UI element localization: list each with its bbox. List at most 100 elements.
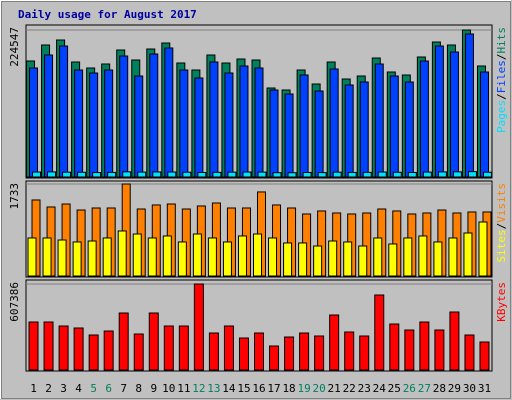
bar	[209, 61, 219, 178]
x-tick-label: 17	[267, 382, 280, 395]
x-tick-label: 11	[177, 382, 190, 395]
x-tick-label: 2	[45, 382, 52, 395]
bar	[419, 321, 430, 371]
bar	[177, 241, 187, 277]
bar	[167, 171, 177, 178]
bar	[88, 334, 99, 371]
bar	[72, 241, 82, 277]
bar	[284, 93, 294, 178]
bar	[242, 171, 252, 178]
bar	[197, 171, 207, 178]
bar	[359, 335, 370, 371]
bar	[407, 171, 417, 178]
bar	[463, 232, 473, 277]
y-tick-label: 224547	[8, 27, 21, 67]
bar	[467, 171, 477, 178]
bar	[269, 89, 279, 178]
bar	[388, 243, 398, 277]
bar	[57, 239, 67, 277]
x-tick-label: 24	[373, 382, 387, 395]
bar	[163, 325, 174, 371]
bar	[212, 171, 222, 178]
bar	[207, 237, 217, 277]
x-tick-label: 7	[120, 382, 127, 395]
legend-entry: KBytes	[495, 282, 508, 322]
legend-entry: Files	[495, 60, 508, 93]
bar	[317, 172, 327, 178]
x-tick-label: 8	[135, 382, 142, 395]
bar	[302, 171, 312, 178]
x-tick-label: 28	[433, 382, 446, 395]
bar	[164, 47, 174, 178]
bar	[227, 171, 237, 178]
bar	[283, 242, 293, 277]
bar	[103, 330, 114, 371]
bar	[433, 241, 443, 277]
x-tick-label: 25	[388, 382, 401, 395]
bar	[122, 171, 132, 178]
x-tick-label: 4	[75, 382, 82, 395]
bar	[132, 233, 142, 277]
bar	[478, 221, 488, 277]
x-tick-label: 16	[252, 382, 265, 395]
bar	[284, 336, 295, 371]
bar	[464, 33, 474, 178]
x-tick-label: 3	[60, 382, 67, 395]
bar	[43, 321, 54, 371]
bar	[358, 245, 368, 277]
bar	[87, 240, 97, 277]
bar	[344, 331, 355, 371]
x-tick-label: 10	[162, 382, 175, 395]
chart-title: Daily usage for August 2017	[18, 8, 197, 21]
x-tick-label: 12	[192, 382, 205, 395]
bar	[117, 230, 127, 277]
x-tick-label: 29	[448, 382, 461, 395]
legend-separator: /	[495, 223, 508, 230]
bar	[347, 171, 357, 178]
bar	[162, 235, 172, 277]
bar	[193, 283, 204, 371]
legend-entry: Pages	[495, 100, 508, 133]
bar	[482, 171, 492, 178]
bar	[359, 81, 369, 178]
x-tick-label: 23	[358, 382, 371, 395]
bar	[377, 171, 387, 178]
legend: Pages/Files/Hits	[495, 27, 508, 133]
bar	[179, 69, 189, 178]
bar	[222, 241, 232, 277]
x-tick-label: 30	[463, 382, 476, 395]
x-tick-label: 13	[207, 382, 220, 395]
bar	[299, 332, 310, 371]
bar	[437, 171, 447, 178]
bar	[137, 171, 147, 178]
x-tick-label: 9	[150, 382, 157, 395]
x-tick-label: 5	[90, 382, 97, 395]
bar	[73, 327, 84, 371]
bar	[479, 71, 489, 178]
bar	[404, 81, 414, 178]
bar	[418, 235, 428, 277]
x-tick-label: 15	[237, 382, 250, 395]
x-tick-label: 20	[313, 382, 326, 395]
bar	[389, 75, 399, 178]
legend-entry: Sites	[495, 229, 508, 262]
bar	[147, 237, 157, 277]
bar	[223, 325, 234, 371]
bar	[313, 245, 323, 277]
bar	[419, 60, 429, 178]
x-tick-label: 6	[105, 382, 112, 395]
bar	[134, 75, 144, 178]
bar	[389, 323, 400, 371]
bar	[269, 345, 280, 371]
bar	[194, 77, 204, 178]
x-tick-label: 31	[478, 382, 491, 395]
bar	[452, 171, 462, 178]
bar	[89, 72, 99, 178]
bar	[373, 237, 383, 277]
bar	[29, 67, 39, 178]
x-tick-label: 1	[30, 382, 37, 395]
bar	[374, 294, 385, 371]
bar	[268, 237, 278, 277]
x-tick-label: 19	[297, 382, 310, 395]
